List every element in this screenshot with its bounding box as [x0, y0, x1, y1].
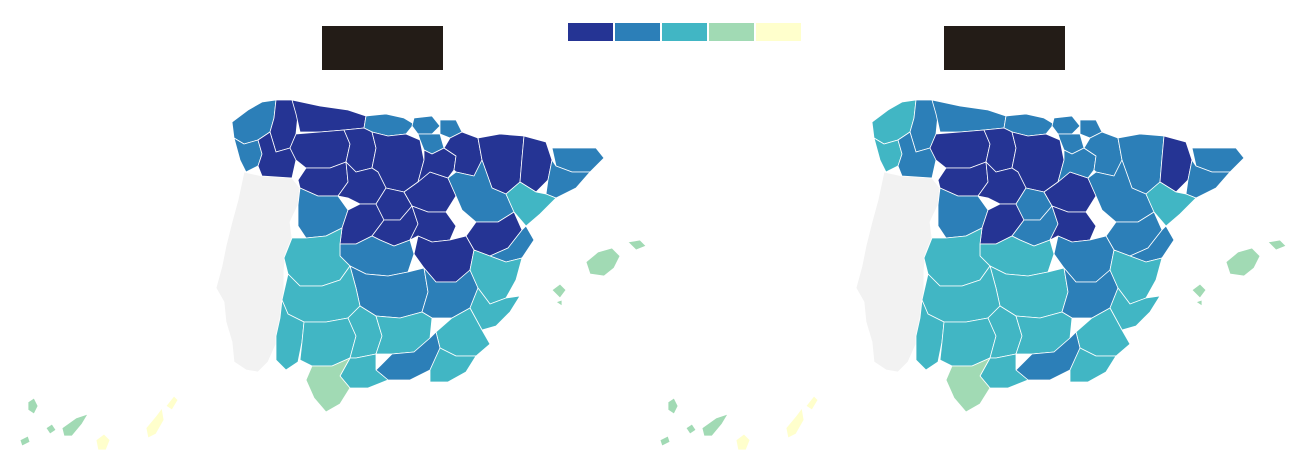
left-island-la-palma: [27, 397, 39, 415]
legend-swatch-4: [709, 23, 754, 41]
left-island-tenerife: [61, 413, 89, 437]
right-province-huelva: [915, 299, 945, 371]
right-province-ourense: [897, 131, 937, 179]
right-province-lleida: [1159, 135, 1193, 193]
left-island-lanzarote: [165, 395, 179, 411]
left-island-mallorca: [585, 247, 621, 277]
left-island-el-hierro: [19, 435, 31, 447]
right-island-fuerteventura: [785, 407, 805, 439]
right-map-title: [944, 26, 1065, 70]
right-island-formentera: [1195, 299, 1203, 307]
right-island-la-palma: [667, 397, 679, 415]
right-island-el-hierro: [659, 435, 671, 447]
right-island-la-gomera: [685, 423, 697, 435]
left-province-ourense: [257, 131, 297, 179]
right-island-lanzarote: [805, 395, 819, 411]
color-legend: [568, 23, 801, 41]
legend-swatch-2: [615, 23, 660, 41]
left-province-almeria: [429, 347, 477, 383]
left-island-gran-canaria: [95, 433, 111, 451]
left-island-la-gomera: [45, 423, 57, 435]
right-province-la-rioja: [1057, 147, 1097, 183]
left-province-huelva: [275, 299, 305, 371]
right-island-gran-canaria: [735, 433, 751, 451]
right-island-menorca: [1267, 239, 1287, 251]
left-province-la-rioja: [417, 147, 457, 183]
right-province-cadiz: [945, 357, 991, 413]
left-island-menorca: [627, 239, 647, 251]
left-map-title: [322, 26, 443, 70]
legend-swatch-1: [568, 23, 613, 41]
legend-swatch-3: [662, 23, 707, 41]
left-province-tarragona: [505, 181, 557, 227]
right-province-barcelona: [1185, 159, 1231, 199]
left-island-fuerteventura: [145, 407, 165, 439]
right-province-pontevedra: [873, 137, 903, 173]
left-province-cadiz: [305, 357, 351, 413]
right-province-almeria: [1069, 347, 1117, 383]
right-province-caceres: [923, 227, 991, 287]
right-province-leon: [929, 129, 991, 169]
legend-swatch-5: [756, 23, 801, 41]
right-province-vizcaya: [1051, 115, 1081, 135]
right-island-ibiza: [1191, 283, 1207, 299]
left-island-ibiza: [551, 283, 567, 299]
left-province-lleida: [519, 135, 553, 193]
left-province-vizcaya: [411, 115, 441, 135]
left-spain-map: [19, 99, 647, 451]
right-province-tarragona: [1145, 181, 1197, 227]
left-province-caceres: [283, 227, 351, 287]
right-province-asturias: [931, 99, 1007, 133]
left-province-asturias: [291, 99, 367, 133]
right-spain-map: [659, 99, 1287, 451]
left-province-pontevedra: [233, 137, 263, 173]
right-island-tenerife: [701, 413, 729, 437]
right-island-mallorca: [1225, 247, 1261, 277]
left-island-formentera: [555, 299, 563, 307]
left-province-barcelona: [545, 159, 591, 199]
left-province-leon: [289, 129, 351, 169]
